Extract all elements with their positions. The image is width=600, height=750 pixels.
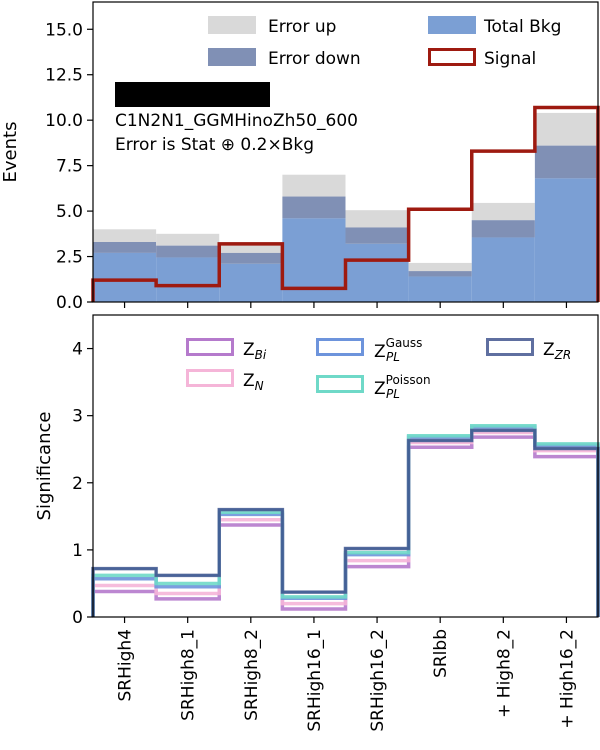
error-up-bar	[408, 262, 472, 272]
error-note: Error is Stat ⊕ 0.2×Bkg	[115, 135, 314, 155]
error-down-bar	[408, 271, 472, 277]
events-y-ticks: 0.0 2.5 5.0 7.5 10.0 12.5 15.0	[45, 20, 568, 313]
legend-swatch-error-down	[208, 48, 256, 66]
y-tick-label: 2	[72, 474, 83, 494]
x-tick-label: SRHigh8_2	[242, 629, 262, 721]
significance-plot-frame	[92, 314, 599, 618]
significance-edge-outline	[91, 429, 600, 617]
redaction-bar	[115, 82, 270, 107]
total-bkg-bar	[93, 252, 157, 302]
legend-sub-z-pl-poisson: PL	[386, 387, 400, 401]
error-down-bar	[282, 196, 346, 219]
events-panel: 0.0 2.5 5.0 7.5 10.0 12.5 15.0 Events C1N2N1_G…	[0, 1, 600, 313]
legend-swatch-z-pl-poisson	[316, 375, 364, 393]
y-tick-label: 5.0	[56, 202, 83, 222]
error-down-bar	[471, 220, 535, 238]
signal-model-label: C1N2N1_GGMHinoZh50_600	[115, 111, 358, 131]
x-tick-label: + High16_2	[557, 629, 577, 729]
events-legend: Error up Error down Total Bkg Signal	[208, 16, 561, 69]
y-tick-label: 4	[72, 340, 83, 360]
legend-label-z-zr: ZZR	[543, 340, 571, 362]
legend-label-z-n: ZN	[243, 371, 264, 393]
total-bkg-bar	[534, 178, 598, 302]
total-bkg-bar	[471, 237, 535, 302]
error-up-bar	[156, 233, 220, 246]
error-up-bar	[282, 174, 346, 197]
x-tick-label: + High8_2	[494, 629, 514, 718]
error-up-bar	[471, 202, 535, 221]
region-x-ticks: SRHigh4 SRHigh8_1 SRHigh8_2 SRHigh16_1 SRHig…	[116, 617, 577, 732]
legend-label-z-pl-poisson: ZPoisson	[374, 373, 431, 399]
y-tick-label: 0.0	[56, 293, 83, 313]
total-bkg-bar	[408, 276, 472, 302]
legend-label-z-pl-gauss: ZGauss	[374, 336, 422, 362]
error-down-bar	[156, 245, 220, 258]
y-tick-label: 15.0	[45, 20, 83, 40]
events-y-axis-label: Events	[0, 122, 21, 183]
x-tick-label: SRHigh4	[116, 629, 136, 702]
significance-panel: 0 1 2 3 4 SRHigh4 SRHigh8_1 SRHigh8_2 SRHigh16_…	[34, 314, 600, 732]
y-tick-label: 0	[72, 608, 83, 628]
legend-swatch-z-bi	[186, 338, 234, 356]
y-tick-label: 2.5	[56, 248, 83, 268]
error-down-bar	[219, 252, 283, 264]
total-bkg-bar	[156, 257, 220, 302]
error-up-bar	[219, 242, 283, 253]
x-tick-label: SRHigh16_2	[368, 629, 388, 732]
legend-swatch-z-n	[186, 369, 234, 387]
significance-y-axis-label: Significance	[34, 412, 55, 521]
legend-swatch-z-zr	[486, 338, 534, 356]
error-up-bar	[345, 210, 409, 228]
legend-sub-z-pl-gauss: PL	[386, 350, 400, 364]
error-down-bar	[93, 242, 157, 253]
events-plot-frame	[92, 1, 599, 303]
error-down-bar	[534, 145, 598, 179]
y-tick-label: 10.0	[45, 111, 83, 131]
legend-label-total-bkg: Total Bkg	[483, 17, 561, 37]
x-tick-label: SRHigh16_1	[305, 629, 325, 732]
legend-swatch-total-bkg	[428, 16, 476, 34]
legend-label-signal: Signal	[484, 49, 536, 69]
significance-y-ticks: 0 1 2 3 4	[72, 340, 93, 628]
y-tick-label: 12.5	[45, 66, 83, 86]
y-tick-label: 3	[72, 407, 83, 427]
y-tick-label: 7.5	[56, 157, 83, 177]
legend-swatch-signal	[428, 48, 476, 66]
error-up-bar	[534, 112, 598, 146]
legend-swatch-z-pl-gauss	[316, 338, 364, 356]
legend-label-error-down: Error down	[268, 49, 361, 69]
significance-lines	[91, 423, 600, 617]
x-tick-label: SRHigh8_1	[179, 629, 199, 721]
y-tick-label: 1	[72, 541, 83, 561]
error-down-bar	[345, 227, 409, 244]
total-bkg-bar	[345, 243, 409, 302]
significance-legend: ZBi ZN ZGauss PL ZPoisson PL ZZR	[186, 336, 571, 401]
x-tick-label: SRlbb	[431, 629, 451, 678]
legend-label-error-up: Error up	[268, 17, 336, 37]
legend-swatch-error-up	[208, 16, 256, 34]
legend-label-z-bi: ZBi	[243, 340, 267, 362]
signal-histogram	[91, 105, 600, 302]
error-up-bar	[93, 229, 157, 242]
total-bkg-bar	[219, 263, 283, 302]
